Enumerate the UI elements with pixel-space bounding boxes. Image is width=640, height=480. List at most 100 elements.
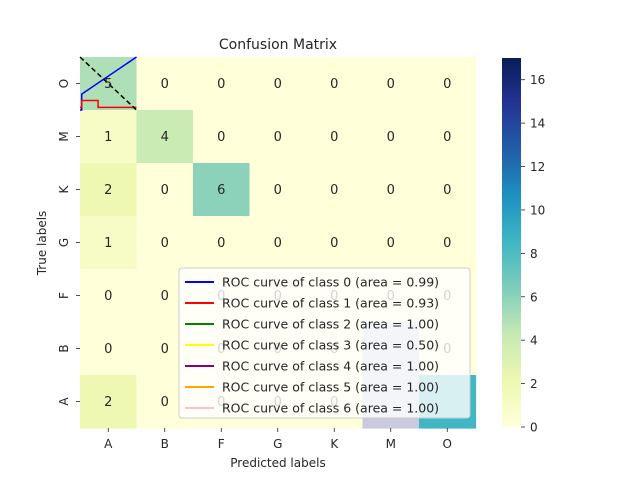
- legend-label-2: ROC curve of class 2 (area = 1.00): [222, 317, 439, 332]
- x-tick-label-B: B: [161, 437, 169, 451]
- colorbar-tick-label-12: 12: [530, 160, 545, 174]
- roc-diagonal: [79, 56, 138, 111]
- y-axis-label: True labels: [35, 211, 49, 277]
- y-tick-label-F: F: [57, 292, 71, 299]
- cell-value-0-2: 0: [217, 77, 225, 92]
- cell-value-2-6: 0: [443, 183, 451, 198]
- cell-value-3-4: 0: [330, 236, 338, 251]
- y-tick-label-O: O: [57, 79, 71, 88]
- cell-value-1-1: 4: [161, 130, 169, 145]
- heatmap-cell-2-4: [306, 163, 364, 217]
- heatmap-cell-1-6: [419, 110, 477, 164]
- x-tick-label-O: O: [443, 437, 452, 451]
- cell-value-3-5: 0: [387, 236, 395, 251]
- legend-label-5: ROC curve of class 5 (area = 1.00): [222, 380, 439, 395]
- colorbar-tick-label-2: 2: [530, 377, 538, 391]
- colorbar-tick-label-16: 16: [530, 73, 545, 87]
- heatmap-cell-6-0: [80, 375, 138, 429]
- heatmap-cell-1-4: [306, 110, 364, 164]
- cell-value-2-5: 0: [387, 183, 395, 198]
- y-axis-ticks: O M K G F B A: [57, 79, 80, 406]
- heatmap-cell-0-5: [362, 57, 420, 111]
- cell-value-3-2: 0: [217, 236, 225, 251]
- cell-value-6-0: 2: [104, 395, 112, 410]
- x-axis-label: Predicted labels: [230, 456, 325, 470]
- cell-value-2-2: 6: [217, 183, 225, 198]
- roc-inset: [79, 56, 138, 111]
- cell-value-4-1: 0: [161, 289, 169, 304]
- cell-value-3-3: 0: [274, 236, 282, 251]
- heatmap-cell-2-2: [193, 163, 251, 217]
- chart-title: Confusion Matrix: [219, 37, 337, 53]
- heatmap-cell-2-0: [80, 163, 138, 217]
- cell-value-0-3: 0: [274, 77, 282, 92]
- heatmap-cell-2-6: [419, 163, 477, 217]
- y-tick-label-M: M: [57, 131, 71, 141]
- cell-value-1-5: 0: [387, 130, 395, 145]
- cell-value-3-6: 0: [443, 236, 451, 251]
- cell-value-3-1: 0: [161, 236, 169, 251]
- legend-label-3: ROC curve of class 3 (area = 0.50): [222, 338, 439, 353]
- cell-value-0-4: 0: [330, 77, 338, 92]
- cell-value-0-5: 0: [387, 77, 395, 92]
- x-tick-label-M: M: [386, 437, 396, 451]
- heatmap-cell-3-3: [249, 216, 307, 270]
- cell-value-1-2: 0: [217, 130, 225, 145]
- y-tick-label-G: G: [57, 238, 71, 247]
- heatmap-cell-1-0: [80, 110, 138, 164]
- heatmap-cell-1-3: [249, 110, 307, 164]
- cell-value-2-4: 0: [330, 183, 338, 198]
- legend: ROC curve of class 0 (area = 0.99) ROC cu…: [178, 267, 471, 419]
- legend-box: [178, 267, 471, 419]
- cell-value-0-1: 0: [161, 77, 169, 92]
- legend-label-6: ROC curve of class 6 (area = 1.00): [222, 401, 439, 416]
- colorbar-tick-label-4: 4: [530, 334, 538, 348]
- cell-value-5-1: 0: [161, 342, 169, 357]
- colorbar-tick-label-8: 8: [530, 247, 538, 261]
- cell-value-1-6: 0: [443, 130, 451, 145]
- y-tick-label-B: B: [57, 344, 71, 352]
- heatmap-cell-3-4: [306, 216, 364, 270]
- heatmap-cell-3-1: [136, 216, 194, 270]
- y-tick-label-K: K: [57, 184, 71, 193]
- cell-value-0-6: 0: [443, 77, 451, 92]
- x-tick-label-G: G: [273, 437, 282, 451]
- cell-value-1-3: 0: [274, 130, 282, 145]
- heatmap-cell-0-2: [193, 57, 251, 111]
- cell-value-2-3: 0: [274, 183, 282, 198]
- roc-curve-class-1: [80, 99, 137, 109]
- cell-value-0-0: 5: [104, 77, 112, 92]
- legend-label-4: ROC curve of class 4 (area = 1.00): [222, 359, 439, 374]
- colorbar-tick-label-0: 0: [530, 421, 538, 435]
- cell-value-5-0: 0: [104, 342, 112, 357]
- heatmap-cell-1-1: [136, 110, 194, 164]
- legend-label-0: ROC curve of class 0 (area = 0.99): [222, 275, 439, 290]
- x-tick-label-K: K: [330, 437, 339, 451]
- cell-value-3-0: 1: [104, 236, 112, 251]
- heatmap-cell-3-5: [362, 216, 420, 270]
- cell-value-6-1: 0: [161, 395, 169, 410]
- cell-value-1-4: 0: [330, 130, 338, 145]
- heatmap-cell-2-5: [362, 163, 420, 217]
- heatmap-cell-4-0: [80, 269, 138, 323]
- legend-label-1: ROC curve of class 1 (area = 0.93): [222, 296, 439, 311]
- x-tick-label-A: A: [104, 437, 113, 451]
- heatmap-cell-1-5: [362, 110, 420, 164]
- cell-value-4-0: 0: [104, 289, 112, 304]
- heatmap-cell-0-4: [306, 57, 364, 111]
- heatmap-cell-0-6: [419, 57, 477, 111]
- heatmap-cell-3-0: [80, 216, 138, 270]
- x-tick-label-F: F: [218, 437, 225, 451]
- colorbar-tick-label-10: 10: [530, 203, 545, 217]
- colorbar-gradient: [502, 58, 521, 427]
- y-tick-label-A: A: [57, 397, 71, 406]
- cell-value-2-0: 2: [104, 183, 112, 198]
- colorbar: 0 2 4 6 8 10 12 14 16: [502, 58, 545, 435]
- heatmap-cell-1-2: [193, 110, 251, 164]
- heatmap-cell-2-3: [249, 163, 307, 217]
- colorbar-tick-label-6: 6: [530, 290, 538, 304]
- cell-value-1-0: 1: [104, 130, 112, 145]
- cell-value-2-1: 0: [161, 183, 169, 198]
